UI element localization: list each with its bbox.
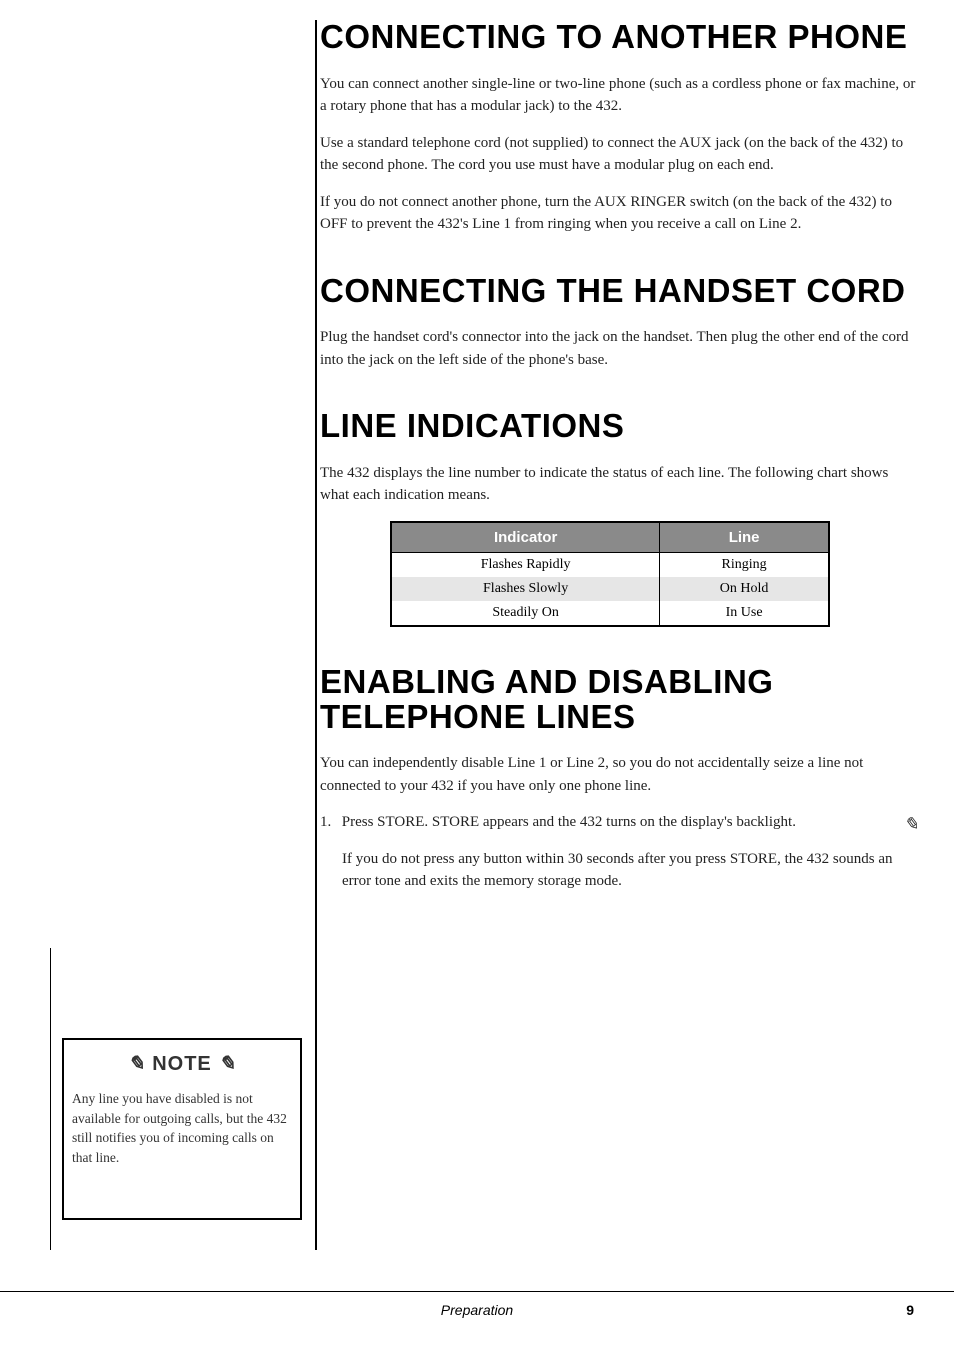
footer-page-number: 9 xyxy=(906,1302,914,1318)
paragraph: Use a standard telephone cord (not sup­p… xyxy=(320,132,920,177)
step-number: 1. xyxy=(320,811,338,834)
table-cell: Flashes Rapidly xyxy=(391,552,660,577)
pencil-icon: ✎ xyxy=(902,811,920,838)
section-title: CONNECTING TO ANOTHER PHONE xyxy=(320,20,920,55)
table-cell: Ringing xyxy=(660,552,829,577)
paragraph: Plug the handset cord's connector into t… xyxy=(320,326,920,371)
table-row: Steadily On In Use xyxy=(391,601,829,626)
table-header-indicator: Indicator xyxy=(391,522,660,553)
note-box: ✎ NOTE ✎ Any line you have dis­abled is … xyxy=(62,1050,302,1179)
paragraph: You can connect another single-line or t… xyxy=(320,73,920,118)
section-title: CONNECTING THE HANDSET CORD xyxy=(320,274,920,309)
table-row: Flashes Slowly On Hold xyxy=(391,577,829,601)
table-cell: On Hold xyxy=(660,577,829,601)
paragraph: If you do not connect another phone, tur… xyxy=(320,191,920,236)
paragraph: You can independently disable Line 1 or … xyxy=(320,752,920,797)
note-body: Any line you have dis­abled is not avail… xyxy=(62,1089,302,1179)
indicator-table: Indicator Line Flashes Rapidly Ringing F… xyxy=(390,521,830,627)
section-connecting-phone: CONNECTING TO ANOTHER PHONE You can conn… xyxy=(320,20,920,236)
section-line-indications: LINE INDICATIONS The 432 displays the li… xyxy=(320,409,920,627)
table-header-line: Line xyxy=(660,522,829,553)
note-bottom-rule xyxy=(62,1218,302,1220)
section-enabling-disabling: ENABLING AND DISABLING TELEPHONE LINES Y… xyxy=(320,665,920,893)
table-row: Flashes Rapidly Ringing xyxy=(391,552,829,577)
note-top-rule xyxy=(62,1038,302,1040)
note-outer-rule xyxy=(50,948,51,1250)
step: 1. Press STORE. STORE appears and the 43… xyxy=(320,811,920,834)
paragraph: If you do not press any button within 30… xyxy=(342,848,920,893)
section-handset-cord: CONNECTING THE HANDSET CORD Plug the han… xyxy=(320,274,920,372)
main-vertical-rule xyxy=(315,20,317,1250)
table-header-row: Indicator Line xyxy=(391,522,829,553)
main-content-column: CONNECTING TO ANOTHER PHONE You can conn… xyxy=(320,20,920,907)
footer-label: Preparation xyxy=(441,1302,513,1318)
table-cell: Steadily On xyxy=(391,601,660,626)
pencil-icon: ✎ xyxy=(218,1050,236,1079)
section-title: ENABLING AND DISABLING TELEPHONE LINES xyxy=(320,665,920,734)
pencil-icon: ✎ xyxy=(128,1050,146,1079)
note-label-text: NOTE xyxy=(152,1053,212,1075)
note-label: ✎ NOTE ✎ xyxy=(62,1050,302,1079)
table-cell: Flashes Slowly xyxy=(391,577,660,601)
page-footer: Preparation 9 xyxy=(0,1291,954,1318)
paragraph: The 432 displays the line number to indi… xyxy=(320,462,920,507)
table-cell: In Use xyxy=(660,601,829,626)
step-text: Press STORE. STORE appears and the 432 t… xyxy=(342,814,796,830)
section-title: LINE INDICATIONS xyxy=(320,409,920,444)
